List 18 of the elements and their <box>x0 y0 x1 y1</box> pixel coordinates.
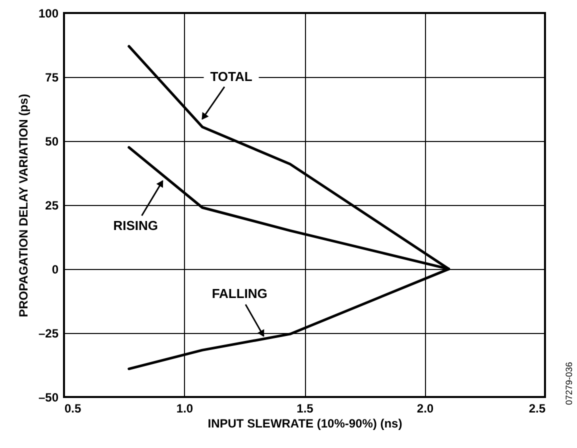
annotation: FALLING <box>212 286 268 302</box>
annotation: RISING <box>113 218 158 233</box>
x-tick-label: 0.5 <box>64 402 82 416</box>
annotation: TOTAL <box>210 68 252 84</box>
x-tick-label: 1.0 <box>176 402 194 416</box>
y-tick-label: 100 <box>38 6 59 20</box>
x-tick-label: 2.0 <box>416 402 434 416</box>
x-tick-label: 1.5 <box>296 402 314 416</box>
y-tick-label: 75 <box>45 70 59 84</box>
y-tick-label: 0 <box>52 262 59 276</box>
y-tick-label: 25 <box>45 198 59 212</box>
y-tick-label: 50 <box>45 134 59 148</box>
y-tick-label: –50 <box>38 390 59 404</box>
y-axis-title: PROPAGATION DELAY VARIATION (ps) <box>16 94 30 318</box>
x-axis-title: INPUT SLEWRATE (10%-90%) (ns) <box>208 416 402 430</box>
y-tick-label: –25 <box>38 326 59 340</box>
x-tick-label: 2.5 <box>528 402 546 416</box>
text: 07279-036 <box>564 362 574 405</box>
